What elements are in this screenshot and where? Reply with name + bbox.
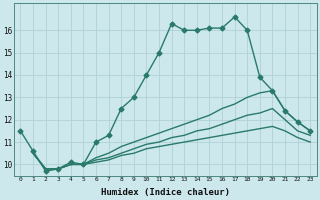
X-axis label: Humidex (Indice chaleur): Humidex (Indice chaleur): [101, 188, 230, 197]
